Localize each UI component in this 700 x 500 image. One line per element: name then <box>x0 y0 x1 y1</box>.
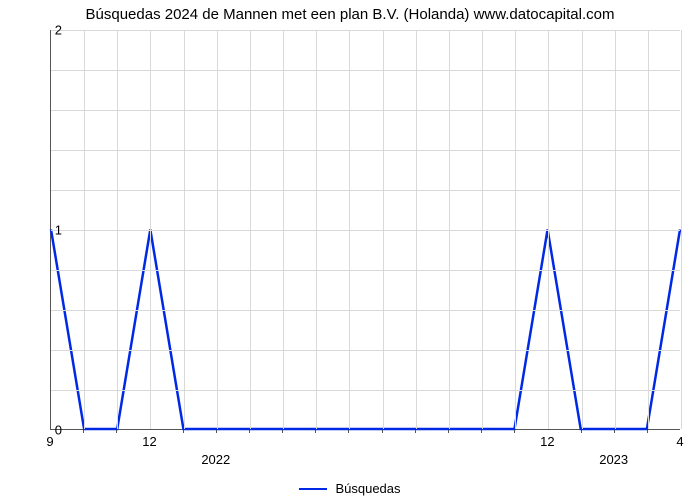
gridline-h-minor <box>51 310 680 311</box>
gridline-v <box>383 30 384 429</box>
gridline-v <box>117 30 118 429</box>
x-minor-tick <box>216 430 217 433</box>
gridline-v <box>283 30 284 429</box>
x-minor-tick <box>183 430 184 433</box>
gridline-v <box>449 30 450 429</box>
gridline-h-minor <box>51 70 680 71</box>
gridline-h-minor <box>51 110 680 111</box>
x-tick-label: 4 <box>676 434 683 449</box>
gridline-h-minor <box>51 190 680 191</box>
x-minor-tick <box>647 430 648 433</box>
gridline-h-minor <box>51 270 680 271</box>
legend-label: Búsquedas <box>335 481 400 496</box>
x-minor-tick <box>348 430 349 433</box>
gridline-v <box>515 30 516 429</box>
gridline-v <box>217 30 218 429</box>
x-minor-tick <box>448 430 449 433</box>
gridline-h-minor <box>51 390 680 391</box>
x-minor-tick <box>382 430 383 433</box>
x-minor-tick <box>614 430 615 433</box>
x-minor-tick <box>249 430 250 433</box>
gridline-v <box>416 30 417 429</box>
x-group-label: 2023 <box>599 452 628 467</box>
legend-swatch <box>299 488 327 490</box>
plot-area <box>50 30 680 430</box>
gridline-v <box>316 30 317 429</box>
x-tick-label: 12 <box>142 434 156 449</box>
x-minor-tick <box>415 430 416 433</box>
gridline-v <box>681 30 682 429</box>
x-minor-tick <box>315 430 316 433</box>
gridline-v <box>250 30 251 429</box>
chart-title: Búsquedas 2024 de Mannen met een plan B.… <box>0 6 700 23</box>
x-minor-tick <box>282 430 283 433</box>
gridline-v <box>548 30 549 429</box>
y-tick-label: 1 <box>32 223 62 238</box>
legend: Búsquedas <box>0 480 700 496</box>
gridline-v <box>184 30 185 429</box>
y-tick-label: 2 <box>32 23 62 38</box>
x-minor-tick <box>116 430 117 433</box>
gridline-h <box>51 30 680 31</box>
gridline-v <box>482 30 483 429</box>
x-group-label: 2022 <box>201 452 230 467</box>
gridline-v <box>84 30 85 429</box>
gridline-h-minor <box>51 350 680 351</box>
gridline-h <box>51 230 680 231</box>
x-minor-tick <box>514 430 515 433</box>
gridline-v <box>648 30 649 429</box>
gridline-h-minor <box>51 150 680 151</box>
x-tick-label: 9 <box>46 434 53 449</box>
chart-container: Búsquedas 2024 de Mannen met een plan B.… <box>0 0 700 500</box>
x-minor-tick <box>581 430 582 433</box>
x-tick-label: 12 <box>540 434 554 449</box>
x-minor-tick <box>83 430 84 433</box>
gridline-v <box>582 30 583 429</box>
series-line <box>51 230 680 430</box>
gridline-v <box>615 30 616 429</box>
x-minor-tick <box>481 430 482 433</box>
gridline-v <box>349 30 350 429</box>
gridline-v <box>150 30 151 429</box>
